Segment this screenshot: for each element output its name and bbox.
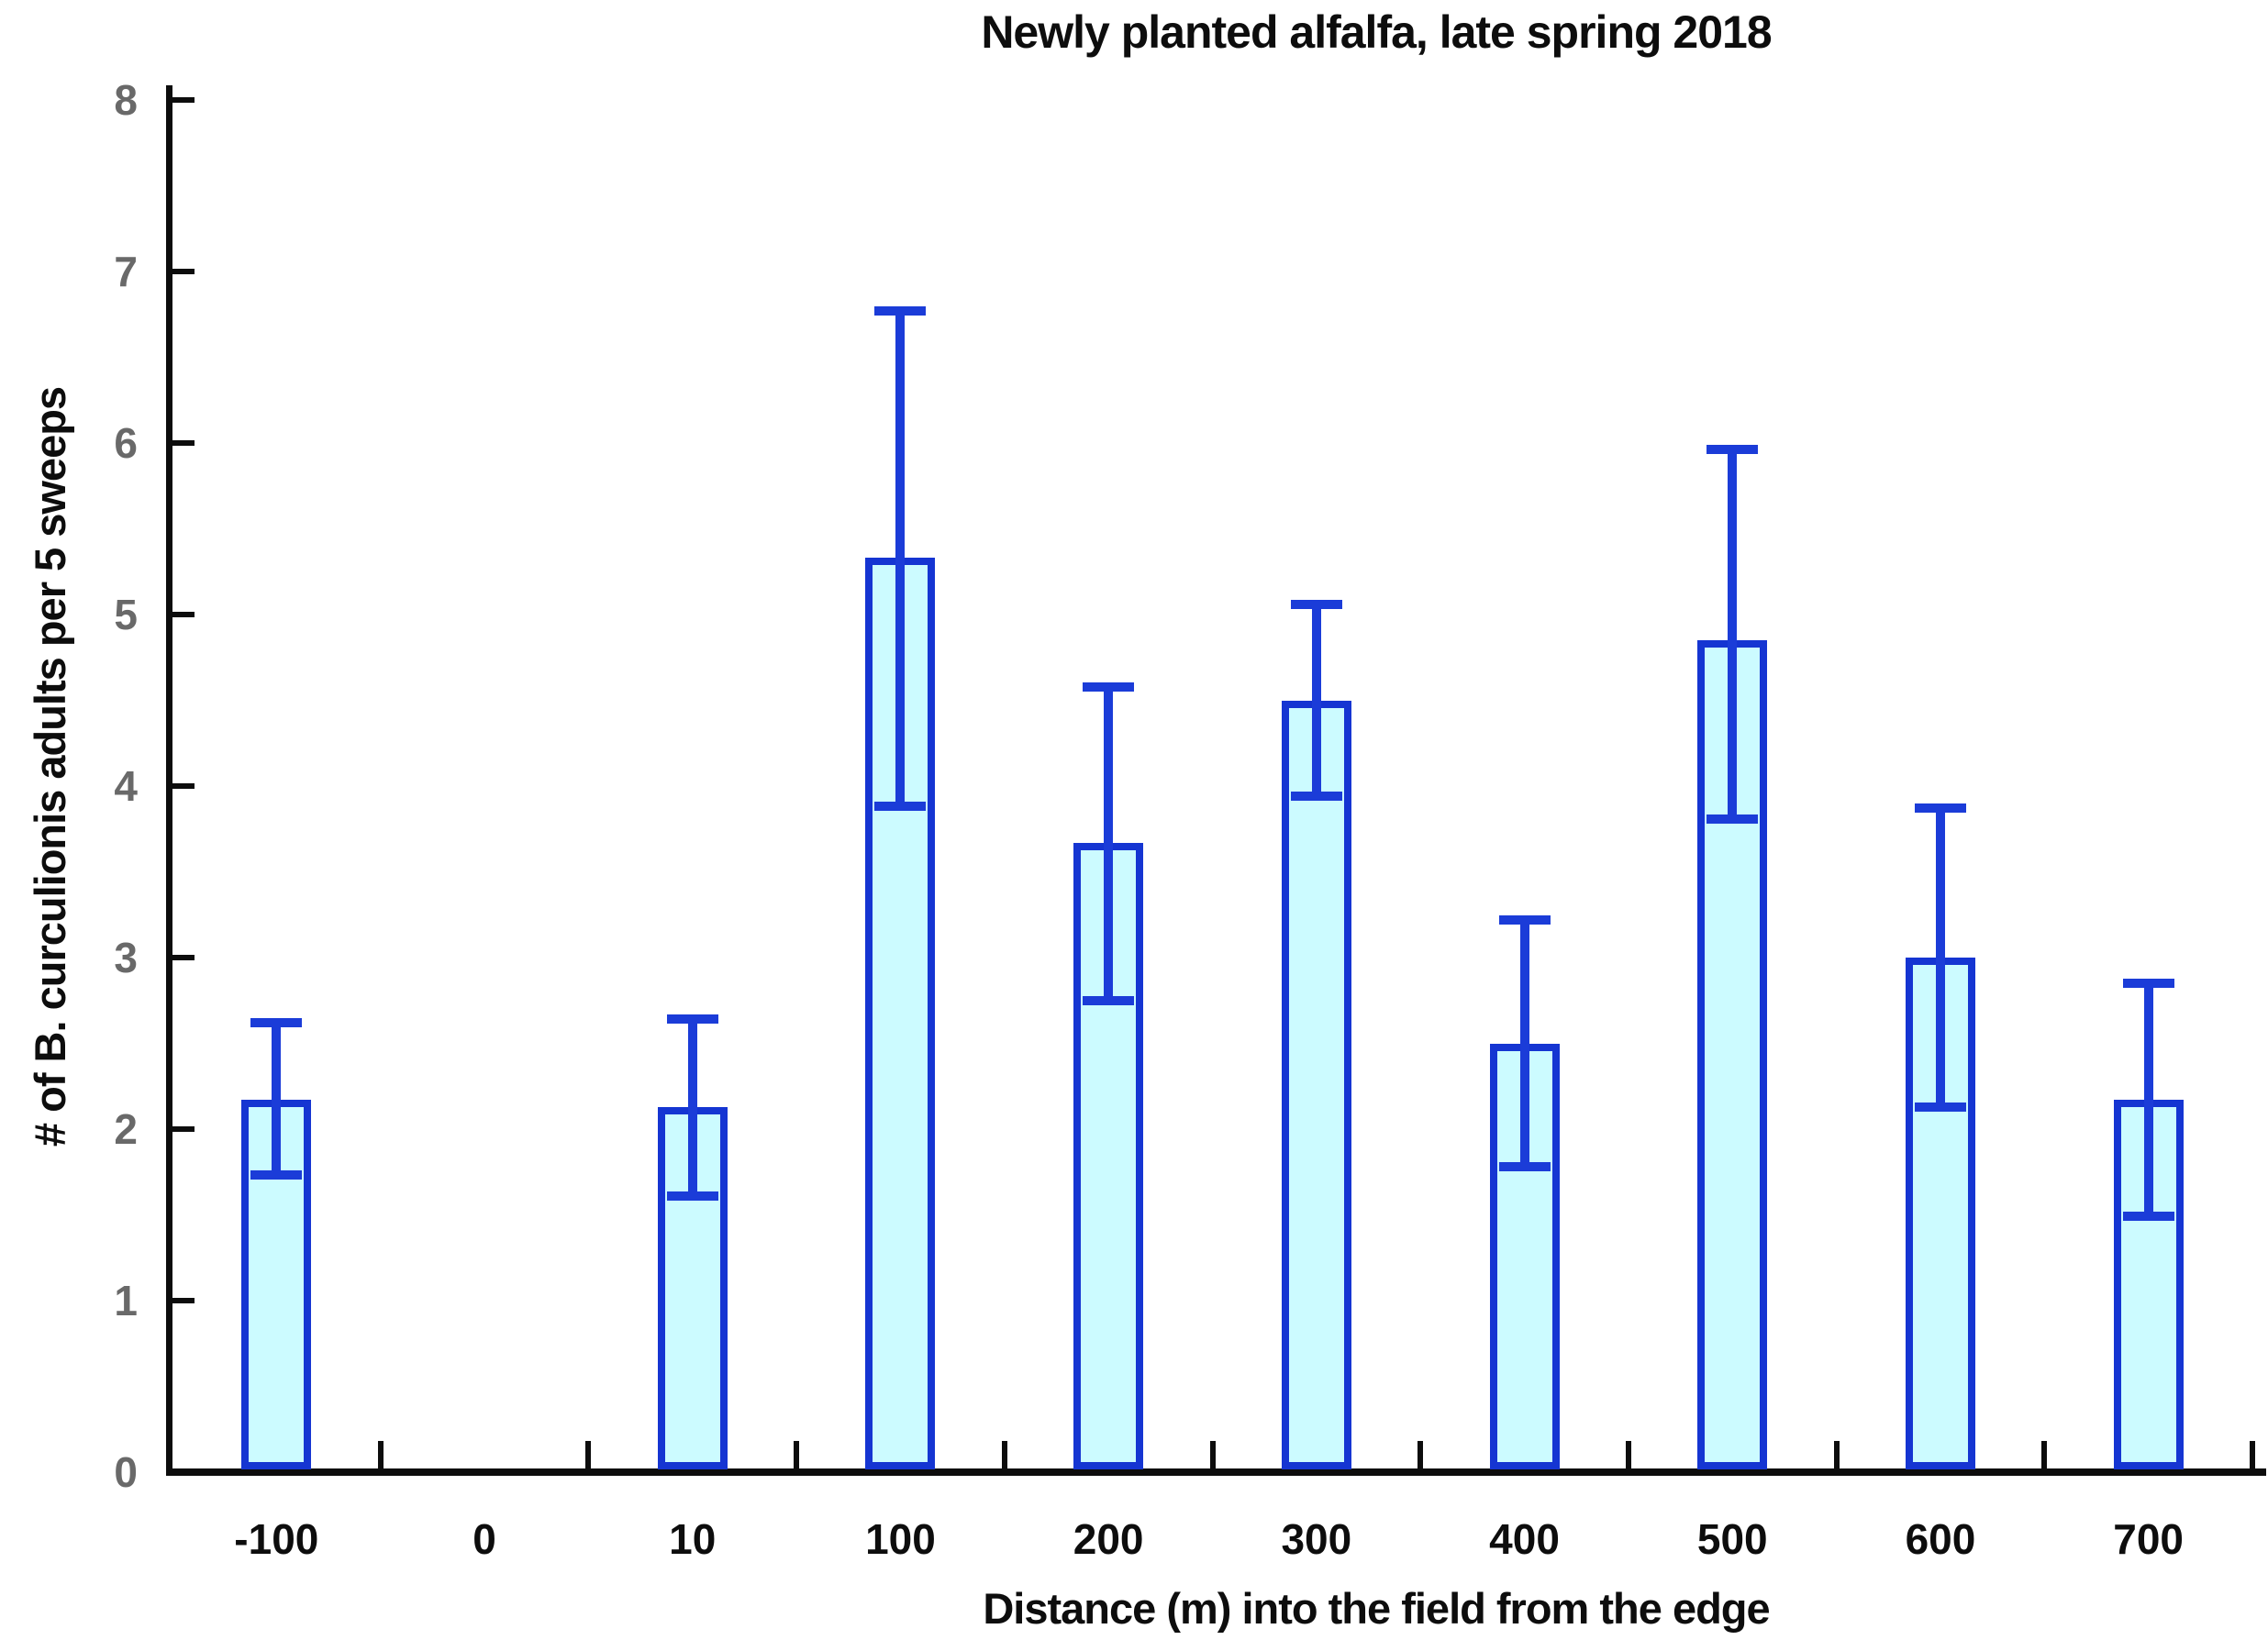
x-tick-label-500: 500 bbox=[1696, 1515, 1768, 1563]
x-tick-label-200: 200 bbox=[1073, 1515, 1144, 1563]
error-bar-top-cap-10 bbox=[666, 1014, 718, 1025]
y-tick-label-7: 7 bbox=[114, 248, 138, 295]
error-bar-700 bbox=[2143, 983, 2153, 1217]
y-axis-tick bbox=[172, 1126, 195, 1132]
x-axis-title: Distance (m) into the field from the edg… bbox=[983, 1584, 1770, 1633]
y-tick-label-6: 6 bbox=[114, 419, 138, 467]
x-axis-tick bbox=[377, 1441, 384, 1468]
error-bar-bottom-cap-10 bbox=[666, 1191, 718, 1201]
error-bar-bottom-cap-400 bbox=[1498, 1162, 1551, 1172]
y-axis-line bbox=[166, 85, 172, 1476]
x-axis-tick bbox=[2041, 1441, 2048, 1468]
error-bar-top-cap-600 bbox=[1914, 803, 1966, 814]
error-bar-bottom-cap-100 bbox=[874, 802, 927, 812]
x-axis-tick bbox=[1001, 1441, 1007, 1468]
x-axis-tick bbox=[1418, 1441, 1424, 1468]
x-tick-label--100: -100 bbox=[234, 1515, 319, 1563]
y-tick-label-1: 1 bbox=[114, 1277, 138, 1324]
chart-title: Newly planted alfalfa, late spring 2018 bbox=[981, 6, 1772, 58]
x-axis-tick bbox=[794, 1441, 800, 1468]
error-bar-bottom-cap-200 bbox=[1083, 995, 1135, 1005]
error-bar-top-cap-200 bbox=[1083, 681, 1135, 692]
y-axis-tick bbox=[172, 269, 195, 274]
error-bar-top-cap-700 bbox=[2122, 979, 2174, 989]
error-bar-500 bbox=[1728, 449, 1738, 819]
y-tick-label-5: 5 bbox=[114, 591, 138, 638]
error-bar-400 bbox=[1519, 919, 1529, 1168]
y-tick-label-4: 4 bbox=[114, 762, 138, 810]
y-tick-label-2: 2 bbox=[114, 1105, 138, 1153]
x-tick-label-300: 300 bbox=[1281, 1515, 1352, 1563]
y-axis-tick bbox=[172, 612, 195, 617]
y-axis-tick bbox=[172, 955, 195, 960]
x-tick-label-400: 400 bbox=[1489, 1515, 1560, 1563]
x-axis-line bbox=[166, 1468, 2266, 1476]
y-tick-label-8: 8 bbox=[114, 76, 138, 124]
y-axis-tick bbox=[172, 783, 195, 789]
error-bar-bottom-cap-600 bbox=[1914, 1102, 1966, 1112]
bar-300 bbox=[1281, 700, 1351, 1469]
error-bar--100 bbox=[272, 1023, 282, 1176]
error-bar-10 bbox=[687, 1019, 697, 1196]
error-bar-bottom-cap--100 bbox=[250, 1170, 303, 1180]
error-bar-600 bbox=[1935, 808, 1945, 1107]
y-axis-tick bbox=[172, 440, 195, 446]
error-bar-top-cap-500 bbox=[1707, 445, 1759, 455]
y-tick-label-0: 0 bbox=[114, 1448, 138, 1496]
x-tick-label-10: 10 bbox=[669, 1515, 717, 1563]
error-bar-top-cap-100 bbox=[874, 306, 927, 316]
x-axis-tick bbox=[585, 1441, 592, 1468]
error-bar-300 bbox=[1311, 604, 1321, 797]
error-bar-top-cap--100 bbox=[250, 1018, 303, 1028]
x-axis-tick bbox=[1625, 1441, 1631, 1468]
error-bar-top-cap-400 bbox=[1498, 914, 1551, 925]
x-axis-tick bbox=[1209, 1441, 1216, 1468]
error-bar-top-cap-300 bbox=[1290, 599, 1342, 609]
error-bar-bottom-cap-300 bbox=[1290, 792, 1342, 802]
x-axis-tick bbox=[2250, 1441, 2255, 1468]
y-axis-tick bbox=[172, 1469, 195, 1475]
error-bar-200 bbox=[1104, 686, 1114, 1001]
x-tick-label-600: 600 bbox=[1905, 1515, 1976, 1563]
x-tick-label-0: 0 bbox=[472, 1515, 496, 1563]
x-axis-tick bbox=[1833, 1441, 1840, 1468]
error-bar-bottom-cap-500 bbox=[1707, 814, 1759, 824]
error-bar-100 bbox=[895, 311, 906, 807]
y-axis-tick bbox=[172, 1298, 195, 1303]
error-bar-bottom-cap-700 bbox=[2122, 1212, 2174, 1222]
bar--100 bbox=[241, 1100, 312, 1469]
y-axis-tick bbox=[172, 97, 195, 103]
y-tick-label-3: 3 bbox=[114, 934, 138, 981]
x-tick-label-700: 700 bbox=[2113, 1515, 2185, 1563]
x-tick-label-100: 100 bbox=[865, 1515, 936, 1563]
